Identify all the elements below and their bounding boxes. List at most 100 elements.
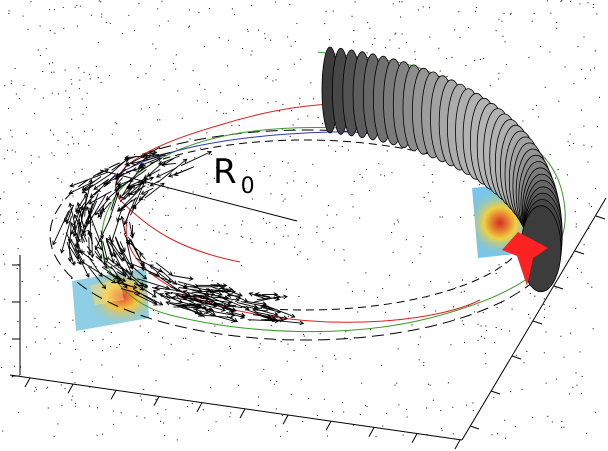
dot xyxy=(152,208,154,210)
dot xyxy=(531,20,533,22)
dot xyxy=(144,417,146,419)
dot xyxy=(61,405,63,407)
dot xyxy=(510,391,512,393)
arrow xyxy=(115,177,124,186)
dot xyxy=(196,224,198,226)
arrow xyxy=(205,304,226,311)
dot xyxy=(543,298,545,300)
dot xyxy=(293,63,295,65)
arrow-head xyxy=(194,309,200,315)
arrow-head xyxy=(139,252,144,257)
arrow-head xyxy=(90,253,95,259)
arrow xyxy=(163,157,175,166)
arrow-head xyxy=(123,283,128,289)
dot xyxy=(462,279,463,281)
dot xyxy=(71,136,73,138)
dot xyxy=(116,347,118,348)
dot xyxy=(544,308,546,310)
arrow-head xyxy=(139,162,144,168)
dot xyxy=(265,222,267,224)
arrow xyxy=(90,182,108,198)
arrow xyxy=(154,287,183,292)
dot xyxy=(74,382,76,384)
arrow xyxy=(245,309,272,319)
dot xyxy=(424,307,426,308)
dot xyxy=(299,97,301,99)
dot xyxy=(258,396,260,398)
arrow xyxy=(94,215,112,250)
dot xyxy=(37,49,39,51)
dot xyxy=(486,330,487,332)
dot xyxy=(185,207,187,209)
dot xyxy=(53,9,55,11)
dot xyxy=(336,214,338,216)
arrow xyxy=(119,241,126,252)
dot xyxy=(286,360,288,362)
dot xyxy=(58,93,59,95)
dot xyxy=(273,281,275,283)
dot xyxy=(188,26,190,28)
arrow xyxy=(208,293,229,299)
arrow xyxy=(70,239,85,264)
arrow-head xyxy=(142,179,147,185)
dot xyxy=(109,22,111,24)
dot xyxy=(265,241,267,243)
arrow xyxy=(125,146,161,166)
dot xyxy=(213,229,215,231)
dot xyxy=(482,312,484,314)
dot xyxy=(195,207,197,209)
arrow xyxy=(106,241,114,263)
dot xyxy=(20,236,22,238)
dot xyxy=(495,272,497,274)
dot xyxy=(17,248,19,250)
dot xyxy=(414,58,416,60)
dot xyxy=(226,233,228,235)
dot xyxy=(161,0,163,2)
dot xyxy=(463,290,465,292)
arrow xyxy=(153,290,171,302)
dot xyxy=(561,421,563,423)
arrow-head xyxy=(290,313,296,318)
dot xyxy=(11,149,13,151)
dot xyxy=(165,214,167,216)
arrow-head xyxy=(118,194,124,199)
arrow xyxy=(161,162,177,166)
dot xyxy=(343,411,345,413)
arrow-head xyxy=(69,183,75,188)
dot xyxy=(208,430,210,431)
dot xyxy=(81,98,83,100)
arrow-head xyxy=(80,259,85,265)
tick xyxy=(67,383,74,394)
dot xyxy=(551,421,553,423)
tick xyxy=(454,439,461,450)
arrow xyxy=(94,198,110,216)
arrow-head xyxy=(117,182,123,187)
dot xyxy=(188,9,190,11)
dot xyxy=(343,259,345,261)
arrow-head xyxy=(149,176,155,181)
arrow xyxy=(149,264,164,273)
dot xyxy=(545,382,547,384)
dot xyxy=(576,384,578,386)
arrow-head xyxy=(179,294,185,299)
arrow xyxy=(183,296,217,307)
dot xyxy=(206,183,208,185)
dot xyxy=(594,67,595,69)
arrow-head xyxy=(198,310,203,315)
arrow xyxy=(210,285,241,299)
dot xyxy=(592,6,594,8)
arrow-head xyxy=(276,309,282,314)
dot xyxy=(389,39,391,41)
arrow-head xyxy=(211,311,216,316)
arrow-head xyxy=(210,291,216,297)
dot xyxy=(385,311,387,313)
dot xyxy=(359,413,361,415)
arrow xyxy=(130,205,136,216)
dot xyxy=(251,98,253,100)
dot xyxy=(83,71,85,73)
arrow xyxy=(65,232,79,259)
dot xyxy=(215,421,217,423)
arrow-head xyxy=(182,284,188,289)
arrow-head xyxy=(132,284,138,290)
dot xyxy=(504,41,506,43)
